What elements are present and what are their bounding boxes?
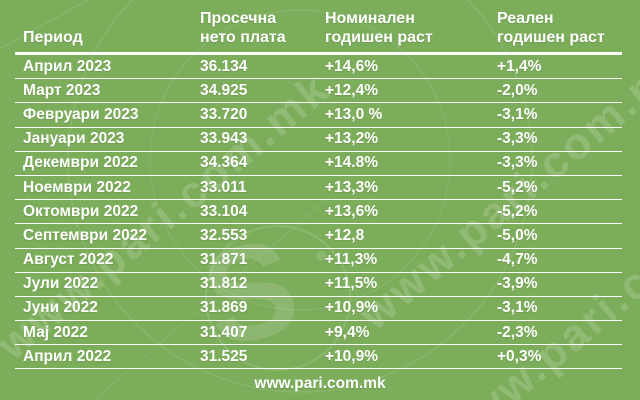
cell-net-salary: 31.871 xyxy=(200,251,248,269)
cell-period: Јуни 2022 xyxy=(23,299,98,317)
table-row: Мај 2022 31.407 +9,4% -2,3% xyxy=(15,321,622,346)
cell-period: Мај 2022 xyxy=(23,323,88,341)
cell-net-salary: 34.925 xyxy=(200,81,248,99)
column-header-nominal-growth: Номинален годишен раст xyxy=(325,10,433,46)
cell-nominal-growth: +13,6% xyxy=(325,202,379,220)
cell-nominal-growth: +9,4% xyxy=(325,323,370,341)
cell-period: Март 2023 xyxy=(23,81,101,99)
cell-real-growth: +0,3% xyxy=(497,347,542,365)
cell-net-salary: 31.812 xyxy=(200,275,248,293)
table-row: Октомври 2022 33.104 +13,6% -5,2% xyxy=(15,200,622,225)
cell-period: Декември 2022 xyxy=(23,154,138,172)
table-header-row: Период Просечна нето плата Номинален год… xyxy=(15,0,622,55)
cell-period: Април 2023 xyxy=(23,57,112,75)
footer-url: www.pari.com.mk xyxy=(254,374,386,392)
table-body: Април 2023 36.134 +14,6% +1,4% Март 2023… xyxy=(0,55,640,370)
cell-real-growth: -5,2% xyxy=(497,178,538,196)
cell-real-growth: -5,2% xyxy=(497,202,538,220)
cell-nominal-growth: +10,9% xyxy=(325,299,379,317)
cell-net-salary: 31.525 xyxy=(200,347,248,365)
cell-real-growth: -2,0% xyxy=(497,81,538,99)
cell-net-salary: 34.364 xyxy=(200,154,248,172)
table-row: Април 2023 36.134 +14,6% +1,4% xyxy=(15,55,622,80)
cell-period: Јули 2022 xyxy=(23,275,99,293)
cell-net-salary: 33.011 xyxy=(200,178,247,196)
cell-period: Септември 2022 xyxy=(23,226,147,244)
cell-net-salary: 33.943 xyxy=(200,130,248,148)
table-row: Август 2022 31.871 +11,3% -4,7% xyxy=(15,249,622,273)
cell-real-growth: -5,0% xyxy=(497,226,538,244)
table-row: Ноември 2022 33.011 +13,3% -5,2% xyxy=(15,176,622,201)
cell-nominal-growth: +13,0 % xyxy=(325,105,383,123)
cell-nominal-growth: +12,4% xyxy=(325,81,379,99)
footer-bar: www.pari.com.mk xyxy=(0,369,640,398)
cell-nominal-growth: +13,2% xyxy=(325,130,379,148)
cell-net-salary: 31.407 xyxy=(200,323,248,341)
cell-nominal-growth: +14,6% xyxy=(325,57,379,75)
cell-real-growth: -3,1% xyxy=(497,299,538,317)
cell-real-growth: -2,3% xyxy=(497,323,538,341)
table-row: Јули 2022 31.812 +11,5% -3,9% xyxy=(15,273,622,297)
table-row: Септември 2022 32.553 +12,8 -5,0% xyxy=(15,224,622,249)
cell-real-growth: +1,4% xyxy=(497,57,542,75)
table-row: Март 2023 34.925 +12,4% -2,0% xyxy=(15,79,622,104)
cell-real-growth: -3,3% xyxy=(497,154,538,172)
cell-net-salary: 33.720 xyxy=(200,105,248,123)
cell-net-salary: 32.553 xyxy=(200,226,248,244)
cell-real-growth: -3,9% xyxy=(497,275,538,293)
cell-net-salary: 36.134 xyxy=(200,57,248,75)
cell-period: Ноември 2022 xyxy=(23,178,131,196)
table-row: Јануари 2023 33.943 +13,2% -3,3% xyxy=(15,128,622,152)
cell-net-salary: 33.104 xyxy=(200,202,248,220)
cell-period: Февруари 2023 xyxy=(23,105,139,123)
cell-nominal-growth: +11,3% xyxy=(325,251,378,269)
cell-period: Јануари 2023 xyxy=(23,130,125,148)
cell-period: Август 2022 xyxy=(23,251,114,269)
cell-nominal-growth: +14.8% xyxy=(325,154,379,172)
cell-real-growth: -4,7% xyxy=(497,251,538,269)
cell-net-salary: 31.869 xyxy=(200,299,248,317)
column-header-real-growth: Реален годишен раст xyxy=(497,10,605,46)
table-row: Април 2022 31.525 +10,9% +0,3% xyxy=(15,345,622,370)
cell-nominal-growth: +13,3% xyxy=(325,178,379,196)
cell-period: Април 2022 xyxy=(23,347,112,365)
cell-real-growth: -3,1% xyxy=(497,105,538,123)
cell-period: Октомври 2022 xyxy=(23,202,139,220)
column-header-period: Период xyxy=(23,28,83,46)
table-row: Декември 2022 34.364 +14.8% -3,3% xyxy=(15,152,622,176)
table-row: Јуни 2022 31.869 +10,9% -3,1% xyxy=(15,297,622,322)
table-row: Февруари 2023 33.720 +13,0 % -3,1% xyxy=(15,103,622,128)
cell-real-growth: -3,3% xyxy=(497,130,538,148)
column-header-net-salary: Просечна нето плата xyxy=(200,10,286,46)
cell-nominal-growth: +12,8 xyxy=(325,226,365,244)
cell-nominal-growth: +11,5% xyxy=(325,275,378,293)
cell-nominal-growth: +10,9% xyxy=(325,347,379,365)
